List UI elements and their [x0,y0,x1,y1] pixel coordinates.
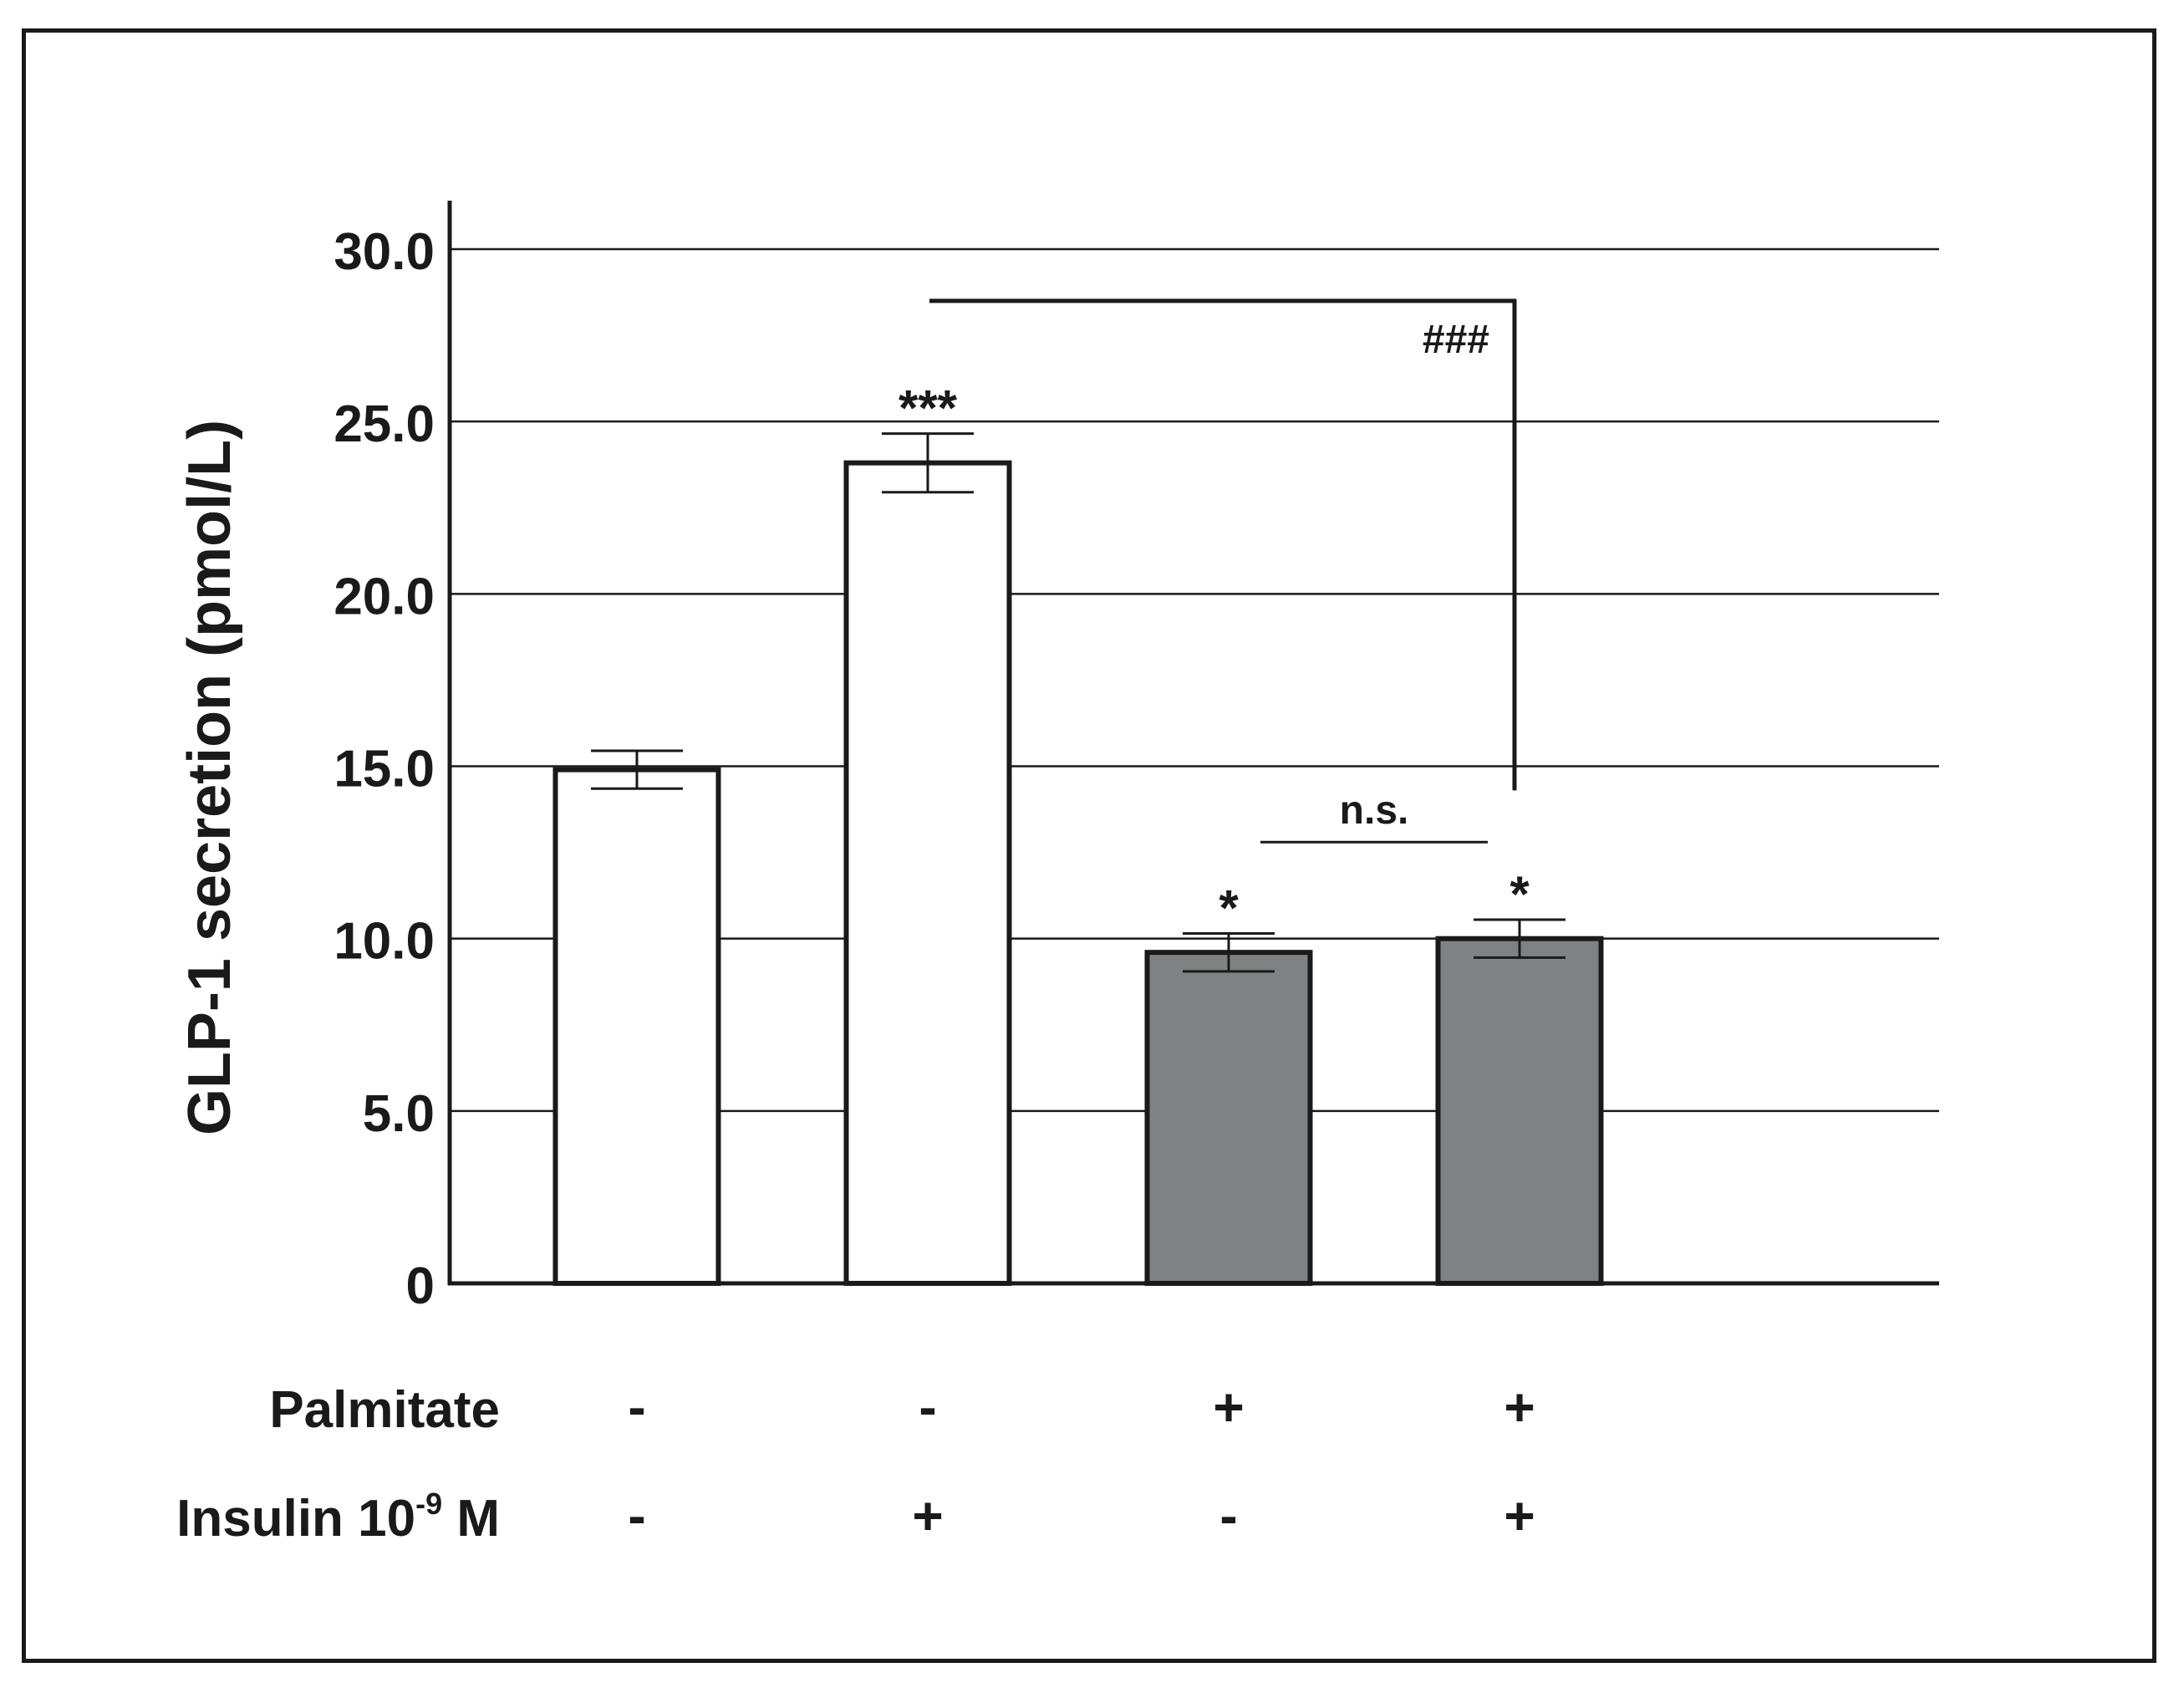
significance-mark: *** [899,380,958,436]
figure-frame [22,28,2156,1663]
condition-value: + [1504,1486,1535,1546]
bar [1144,950,1313,1287]
bar [843,460,1012,1286]
significance-annotations: **** *###n.s. [899,298,1530,936]
condition-value: - [919,1377,936,1437]
bar [552,767,721,1286]
y-tick-label: 20.0 [333,568,435,625]
condition-table: Palmitate - - + + Insulin 10-9 M - + - + [176,1377,1535,1548]
y-tick-labels: 0 5.0 10.0 15.0 20.0 25.0 30.0 [333,223,435,1315]
significance-mark: * [1509,866,1530,922]
y-axis-label: GLP-1 secretion (pmol/L) [176,420,243,1135]
condition-label: Insulin 10-9 M [176,1487,500,1548]
comparison-label: ### [1423,318,1489,362]
condition-value: - [628,1377,645,1437]
y-tick-label: 30.0 [333,223,435,281]
y-tick-label: 15.0 [333,741,435,798]
condition-value: + [1504,1377,1535,1437]
condition-value: - [1219,1486,1237,1546]
error-bars [591,432,1565,973]
condition-value: + [1213,1377,1244,1437]
condition-label: Palmitate [269,1381,500,1439]
condition-value: - [628,1486,645,1546]
y-tick-label: 10.0 [333,913,435,971]
bar [1435,936,1604,1286]
bars [552,460,1604,1287]
comparison-label: n.s. [1340,788,1409,833]
y-tick-label: 5.0 [363,1085,435,1143]
axes [447,201,1939,1286]
y-tick-label: 0 [406,1257,435,1315]
y-tick-label: 25.0 [333,395,435,453]
condition-value: + [912,1486,943,1546]
comparison-bracket [929,298,1517,791]
significance-mark: * [1219,880,1239,936]
